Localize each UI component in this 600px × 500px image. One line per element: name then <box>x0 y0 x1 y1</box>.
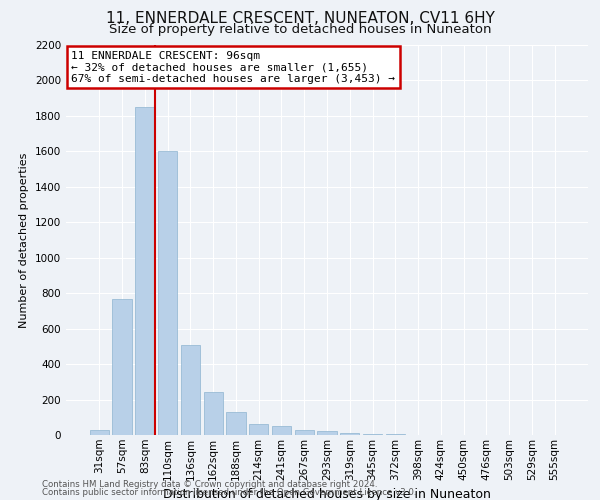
Bar <box>386 434 405 435</box>
Bar <box>203 392 223 435</box>
X-axis label: Distribution of detached houses by size in Nuneaton: Distribution of detached houses by size … <box>163 488 491 500</box>
Bar <box>135 107 155 435</box>
Bar <box>272 426 291 435</box>
Text: Size of property relative to detached houses in Nuneaton: Size of property relative to detached ho… <box>109 22 491 36</box>
Text: Contains HM Land Registry data © Crown copyright and database right 2024.: Contains HM Land Registry data © Crown c… <box>42 480 377 489</box>
Y-axis label: Number of detached properties: Number of detached properties <box>19 152 29 328</box>
Bar <box>249 424 268 435</box>
Bar <box>295 430 314 435</box>
Bar <box>317 432 337 435</box>
Bar <box>112 298 132 435</box>
Text: 11 ENNERDALE CRESCENT: 96sqm
← 32% of detached houses are smaller (1,655)
67% of: 11 ENNERDALE CRESCENT: 96sqm ← 32% of de… <box>71 51 395 84</box>
Bar <box>181 344 200 435</box>
Text: Contains public sector information licensed under the Open Government Licence v3: Contains public sector information licen… <box>42 488 416 497</box>
Bar <box>340 433 359 435</box>
Bar <box>158 152 178 435</box>
Text: 11, ENNERDALE CRESCENT, NUNEATON, CV11 6HY: 11, ENNERDALE CRESCENT, NUNEATON, CV11 6… <box>106 11 494 26</box>
Bar <box>226 412 245 435</box>
Bar <box>363 434 382 435</box>
Bar <box>90 430 109 435</box>
